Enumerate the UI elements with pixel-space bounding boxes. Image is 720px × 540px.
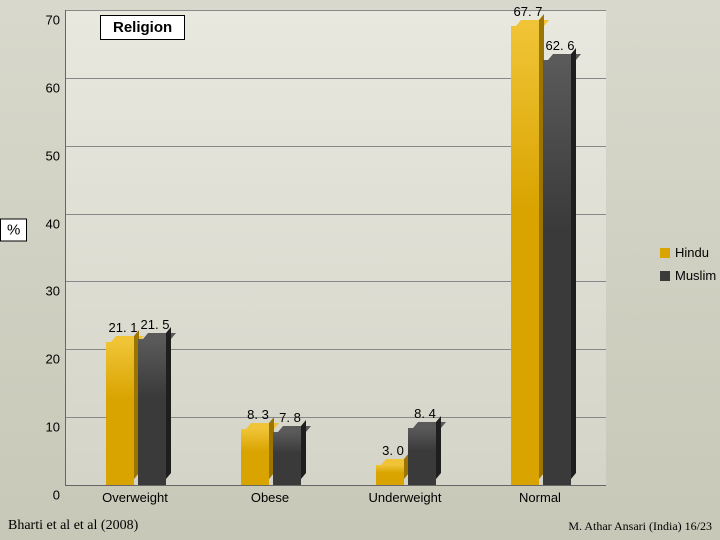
legend-item-muslim: Muslim (660, 268, 716, 283)
legend-label: Muslim (675, 268, 716, 283)
legend-swatch (660, 271, 670, 281)
y-tick-label: 50 (30, 148, 60, 163)
value-label: 8. 3 (247, 407, 269, 422)
x-category-label: Obese (230, 490, 310, 505)
chart-container: Religion 21. 121. 58. 37. 83. 08. 467. 7… (40, 10, 700, 505)
bar-muslim-overweight (138, 339, 166, 485)
y-tick-label: 60 (30, 80, 60, 95)
legend-label: Hindu (675, 245, 709, 260)
y-axis-label: % (0, 219, 27, 242)
y-tick-label: 30 (30, 284, 60, 299)
footer-citation: Bharti et al et al (2008) (8, 518, 138, 534)
bar-muslim-obese (273, 432, 301, 485)
value-label: 21. 1 (109, 320, 138, 335)
bar-muslim-normal (543, 60, 571, 485)
y-tick-label: 10 (30, 420, 60, 435)
chart-title-box: Religion (100, 15, 185, 40)
value-label: 62. 6 (546, 38, 575, 53)
value-label: 3. 0 (382, 443, 404, 458)
x-category-label: Overweight (95, 490, 175, 505)
x-category-label: Underweight (365, 490, 445, 505)
footer-page-info: M. Athar Ansari (India) 16/23 (568, 519, 712, 534)
legend-item-hindu: Hindu (660, 245, 716, 260)
y-tick-label: 40 (30, 216, 60, 231)
bar-hindu-overweight (106, 342, 134, 485)
y-tick-label: 0 (30, 488, 60, 503)
y-tick-label: 20 (30, 352, 60, 367)
bar-hindu-obese (241, 429, 269, 485)
plot-area: 21. 121. 58. 37. 83. 08. 467. 762. 6 (65, 10, 606, 486)
value-label: 8. 4 (414, 406, 436, 421)
y-tick-label: 70 (30, 13, 60, 28)
bar-hindu-normal (511, 26, 539, 485)
bar-muslim-underweight (408, 428, 436, 485)
value-label: 21. 5 (141, 317, 170, 332)
value-label: 67. 7 (514, 4, 543, 19)
value-label: 7. 8 (279, 410, 301, 425)
legend-swatch (660, 248, 670, 258)
x-category-label: Normal (500, 490, 580, 505)
bar-hindu-underweight (376, 465, 404, 485)
legend: Hindu Muslim (660, 245, 716, 291)
chart-title: Religion (113, 19, 172, 36)
